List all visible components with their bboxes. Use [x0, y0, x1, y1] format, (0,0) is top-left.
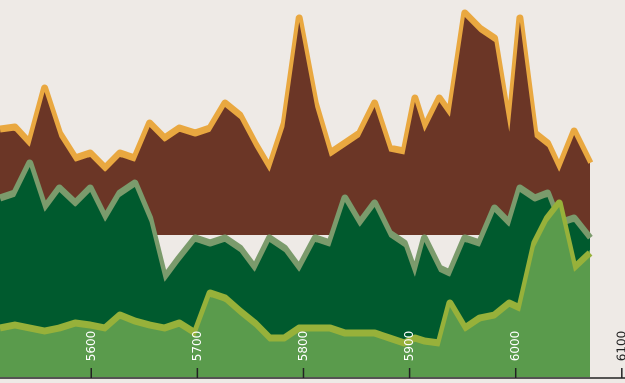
x-tick-label: 6100	[614, 331, 625, 362]
area-edge	[0, 159, 593, 282]
x-tick-label: 6000	[508, 331, 522, 362]
area-fill-top	[0, 17, 590, 235]
area-fill-top	[0, 207, 590, 377]
area-edge	[0, 199, 593, 347]
x-tick-label: 5800	[296, 331, 310, 362]
area-edge	[0, 9, 594, 172]
x-tick-label: 5700	[190, 331, 204, 362]
x-tick-label: 5900	[402, 331, 416, 362]
x-tick-label: 5600	[84, 331, 98, 362]
